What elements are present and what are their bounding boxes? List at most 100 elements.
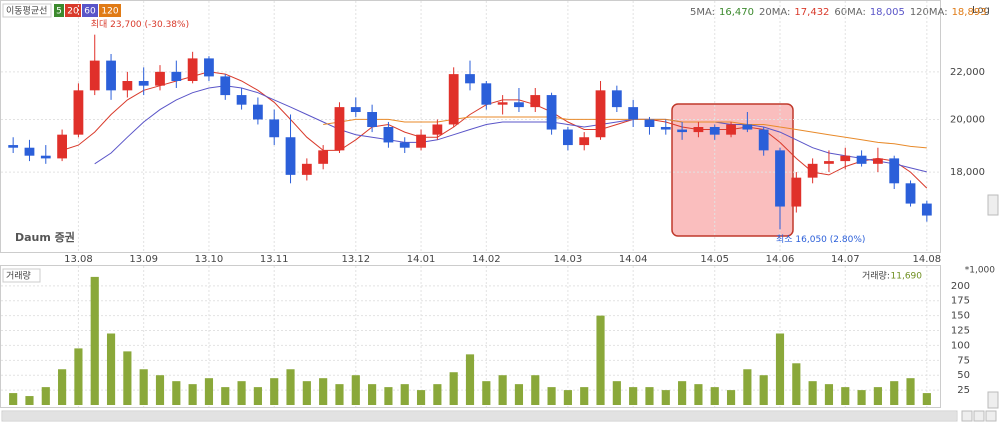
x-tick-label: 13.12 (341, 254, 370, 265)
candle-body (138, 81, 149, 86)
candle-body (644, 119, 655, 127)
logo: Daum 증권 (15, 231, 75, 244)
candle-body (840, 155, 851, 162)
volume-bar (123, 351, 132, 405)
candle-body (677, 129, 687, 133)
volume-bar (759, 375, 768, 405)
volume-bar (188, 384, 197, 405)
candle-body (236, 95, 247, 105)
volume-bar (661, 390, 670, 405)
y-tick-label: 175 (951, 296, 970, 307)
candle-body (187, 58, 198, 82)
scroll-handle[interactable] (3, 412, 956, 420)
ma-legend-period: 20 (67, 7, 79, 17)
candle-body (285, 137, 296, 175)
candle-body (448, 74, 459, 125)
volume-readout-label: 거래량: (862, 270, 890, 282)
x-tick-label: 14.08 (913, 254, 942, 265)
y-tick-label: 20,000 (950, 114, 985, 125)
volume-bar (400, 384, 409, 405)
candle-body (40, 155, 51, 159)
volume-bar (482, 381, 491, 405)
volume-bar (808, 381, 817, 405)
volume-bar (237, 381, 246, 405)
x-tick-label: 13.10 (195, 254, 224, 265)
volume-bar (498, 375, 507, 405)
volume-bar (678, 381, 687, 405)
volume-bar (270, 378, 279, 405)
volume-bar (155, 375, 165, 405)
candle-body (416, 134, 426, 148)
volume-bar (9, 393, 18, 405)
volume-bar (612, 381, 621, 405)
volume-bar (873, 387, 882, 405)
candle-body (399, 142, 410, 148)
candle-body (873, 158, 883, 164)
ma-line (94, 85, 927, 173)
candle-body (57, 134, 67, 159)
candle-body (791, 177, 802, 207)
volume-bar (841, 387, 850, 405)
min-annotation: 최소 16,050 (2.80%) (776, 234, 865, 245)
volume-bar (580, 387, 589, 405)
volume-bar (384, 387, 393, 405)
candle-body (807, 163, 818, 178)
volume-bar (726, 390, 736, 405)
volume-bar (629, 387, 638, 405)
ma-legend-swatch (99, 4, 121, 17)
candle-body (253, 104, 263, 120)
volume-bar (563, 390, 572, 405)
volume-bar (139, 369, 148, 405)
candle-body (889, 158, 900, 184)
ma-legend-period: 120 (101, 7, 118, 17)
ma-readout-label: 120MA: (910, 7, 948, 18)
volume-title-box (2, 268, 41, 283)
ma-readout-label: 5MA: (690, 7, 715, 18)
volume-bar (253, 387, 262, 405)
volume-bar (465, 354, 475, 405)
scroll-button[interactable] (987, 391, 999, 409)
volume-bar (319, 378, 328, 405)
volume-bar (792, 363, 801, 405)
candle-body (350, 107, 361, 113)
volume-bar (433, 384, 442, 405)
price-panel (0, 0, 941, 253)
candle-body (824, 161, 834, 164)
volume-bar (204, 378, 214, 405)
volume-bar (416, 390, 426, 405)
volume-bar (449, 372, 458, 405)
volume-readout-value: 11,690 (891, 272, 923, 282)
candle-body (579, 137, 590, 146)
candle-body (775, 150, 785, 207)
scroll-button[interactable] (987, 194, 999, 216)
ma-readout-value: 16,470 (719, 7, 754, 18)
y-tick-label: 22,000 (950, 67, 985, 78)
x-tick-label: 13.09 (129, 254, 158, 265)
candle-body (726, 124, 736, 135)
volume-bar (368, 384, 377, 405)
volume-bar (694, 384, 703, 405)
candle-body (481, 83, 492, 105)
zoom-out[interactable] (973, 410, 985, 422)
volume-bar (743, 369, 752, 405)
x-tick-label: 14.07 (831, 254, 860, 265)
volume-bar (922, 393, 931, 405)
volume-bar (531, 375, 540, 405)
volume-bar (547, 387, 556, 405)
candle-body (758, 129, 769, 151)
candle-body (89, 60, 100, 91)
x-tick-label: 14.06 (766, 254, 795, 265)
x-tick-label: 14.03 (554, 254, 583, 265)
zoom-in[interactable] (961, 410, 973, 422)
candle-body (563, 129, 573, 146)
candle-body (856, 155, 867, 164)
volume-bar (90, 276, 99, 405)
ma-legend-title: 이동평균선 (6, 6, 47, 17)
ma-legend-swatch (54, 4, 64, 17)
ma-readout-value: 17,432 (794, 7, 829, 18)
zoom-reset[interactable] (985, 410, 997, 422)
volume-bar (710, 387, 719, 405)
volume-bar (302, 381, 311, 405)
volume-bar (890, 381, 899, 405)
scale-label: Log (972, 5, 990, 16)
